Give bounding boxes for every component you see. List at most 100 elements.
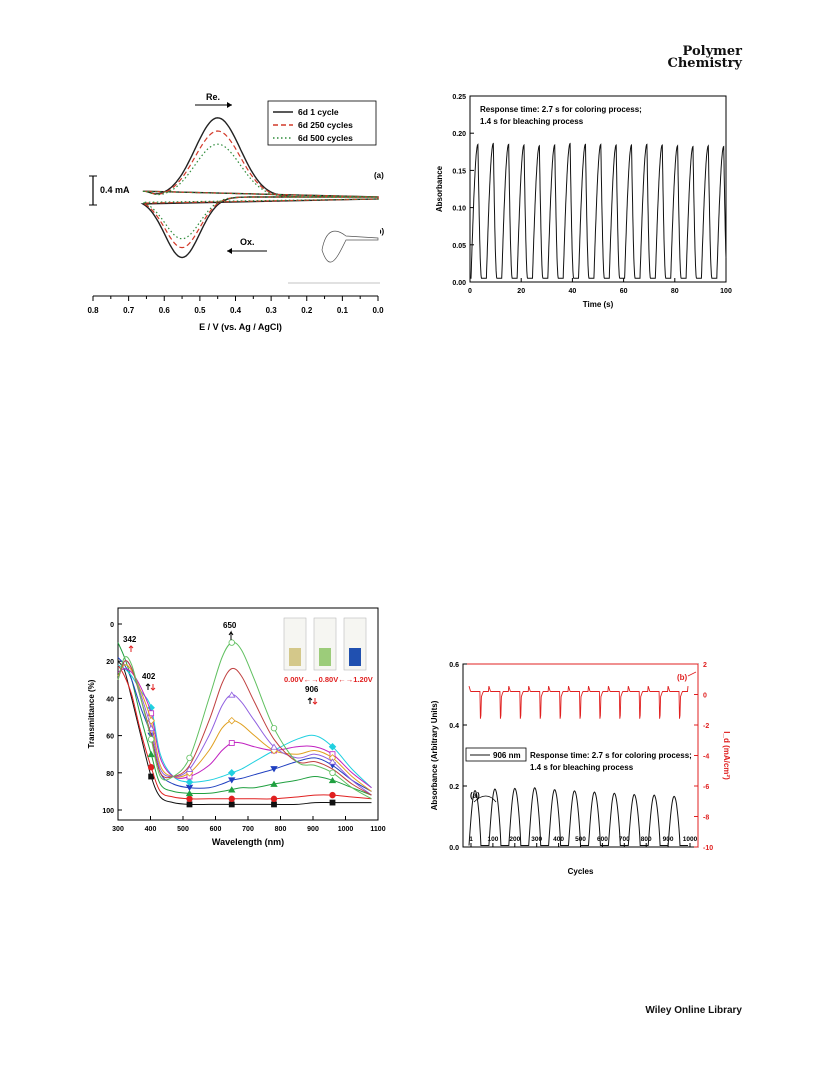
legend-box bbox=[465, 747, 527, 762]
journal-name: Polymer Chemistry bbox=[667, 44, 743, 71]
arrow-402b bbox=[150, 684, 156, 691]
x-tick-label: 400 bbox=[145, 826, 157, 833]
vial-film bbox=[349, 648, 361, 666]
x-tick-label: 300 bbox=[112, 826, 124, 833]
spectrum-data-point bbox=[228, 691, 236, 698]
x-tick-label: 0.4 bbox=[230, 306, 242, 315]
spectrum-series-line bbox=[117, 641, 372, 800]
spectrum-data-point bbox=[185, 765, 194, 772]
y2-tick-label: 0 bbox=[703, 693, 707, 700]
absorbance-series-line bbox=[468, 787, 688, 846]
x-tick-label: 400 bbox=[553, 836, 564, 843]
spectrum-data-point bbox=[328, 776, 337, 784]
spectrum-series-line bbox=[117, 664, 372, 800]
annotation-line2: 1.4 s for bleaching process bbox=[530, 763, 634, 772]
x-axis-label: E / V (vs. Ag / AgCl) bbox=[199, 322, 282, 332]
x-tick-label: 100 bbox=[487, 836, 498, 843]
y-tick-label: 0.6 bbox=[449, 662, 459, 669]
spectrum-data-point bbox=[186, 754, 193, 762]
spectrum-data-point bbox=[228, 795, 235, 803]
legend-entry: 906 nm bbox=[493, 751, 521, 760]
label-a: (a) bbox=[470, 791, 480, 800]
y2-tick-label: -2 bbox=[703, 723, 709, 730]
spectrum-data-point bbox=[270, 743, 278, 750]
x-tick-label: 1100 bbox=[370, 826, 385, 833]
peak-label-342: 342 bbox=[123, 635, 137, 644]
x-tick-label: 700 bbox=[619, 836, 630, 843]
x-axis-label: Wavelength (nm) bbox=[212, 837, 284, 847]
y-tick-label: 60 bbox=[106, 734, 114, 741]
spectrum-series-line bbox=[117, 657, 372, 792]
y-tick-label: 20 bbox=[106, 659, 114, 666]
x-axis-label: Cycles bbox=[568, 867, 594, 876]
x-tick-label: 1000 bbox=[683, 836, 698, 843]
x-tick-label: 60 bbox=[620, 288, 628, 295]
annotation-line2: 1.4 s for bleaching process bbox=[480, 117, 584, 126]
y-tick-label: 0.25 bbox=[452, 94, 466, 101]
spectrum-data-point bbox=[329, 791, 336, 799]
arrow-906 bbox=[307, 697, 313, 704]
x-tick-label: 0.1 bbox=[337, 306, 349, 315]
legend-entry: 6d 250 cycles bbox=[298, 120, 353, 130]
x-tick-label: 0.2 bbox=[301, 306, 313, 315]
x-tick-label: 20 bbox=[517, 288, 525, 295]
x-tick-label: 700 bbox=[242, 826, 254, 833]
arrow-906b bbox=[312, 698, 318, 705]
spectrum-series-line bbox=[117, 668, 372, 789]
spectrum-data-point bbox=[185, 778, 194, 786]
label-a: (a) bbox=[374, 171, 384, 180]
spectrum-data-point bbox=[147, 750, 155, 758]
inset-voltage-label: 0.00V←→0.80V←→1.20V bbox=[284, 675, 373, 684]
y-tick-label: 100 bbox=[102, 808, 114, 815]
x-tick-label: 0.3 bbox=[266, 306, 278, 315]
spectrum-data-point bbox=[329, 799, 336, 806]
arrow-a bbox=[473, 795, 497, 803]
annotation-line1: Response time: 2.7 s for coloring proces… bbox=[530, 751, 692, 760]
footer-wiley: Wiley Online Library bbox=[645, 1005, 742, 1016]
spectrum-data-point bbox=[328, 758, 337, 765]
y-tick-label: 0.0 bbox=[449, 845, 459, 852]
x-tick-label: 800 bbox=[275, 826, 287, 833]
x-tick-label: 0 bbox=[468, 288, 472, 295]
x-tick-label: 800 bbox=[641, 836, 652, 843]
journal-name-line1: Polymer bbox=[682, 44, 742, 59]
peak-label-906: 906 bbox=[305, 685, 319, 694]
vial-film bbox=[319, 648, 331, 666]
x-tick-label: 1 bbox=[469, 836, 473, 843]
y-tick-label: 0.4 bbox=[449, 723, 459, 730]
x-tick-label: 0.8 bbox=[87, 306, 99, 315]
arrow-re-head bbox=[227, 102, 232, 108]
y2-tick-label: -4 bbox=[703, 754, 709, 761]
x-tick-label: 0.6 bbox=[159, 306, 171, 315]
y-tick-label: 0.10 bbox=[452, 206, 466, 213]
x-tick-label: 500 bbox=[177, 826, 189, 833]
spectrum-series-line bbox=[117, 660, 372, 806]
x-tick-label: 200 bbox=[509, 836, 520, 843]
x-tick-label: 100 bbox=[720, 288, 732, 295]
x-tick-label: 0.0 bbox=[372, 306, 384, 315]
scale-bar-label: 0.4 mA bbox=[100, 185, 130, 195]
spectrum-data-point bbox=[228, 777, 236, 784]
spectrum-series-line bbox=[117, 664, 372, 792]
y2-tick-label: 2 bbox=[703, 662, 707, 669]
annotation-ox: Ox. bbox=[240, 237, 255, 247]
peak-label-402: 402 bbox=[142, 672, 156, 681]
spectrum-data-point bbox=[147, 736, 155, 743]
inset-background bbox=[285, 222, 380, 284]
spectrum-data-point bbox=[228, 740, 235, 746]
y-tick-label: 80 bbox=[106, 771, 114, 778]
y-axis-label: Absorbance bbox=[435, 165, 444, 212]
plot-frame bbox=[469, 95, 727, 283]
spectrum-data-point bbox=[270, 780, 278, 787]
y-tick-label: 0.20 bbox=[452, 131, 466, 138]
peak-label-650: 650 bbox=[223, 621, 237, 630]
x-tick-label: 900 bbox=[307, 826, 319, 833]
annotation-line1: Response time: 2.7 s for coloring proces… bbox=[480, 105, 642, 114]
spectrum-data-point bbox=[147, 764, 155, 771]
y2-tick-label: -8 bbox=[703, 815, 709, 822]
journal-name-line2: Chemistry bbox=[667, 56, 743, 71]
